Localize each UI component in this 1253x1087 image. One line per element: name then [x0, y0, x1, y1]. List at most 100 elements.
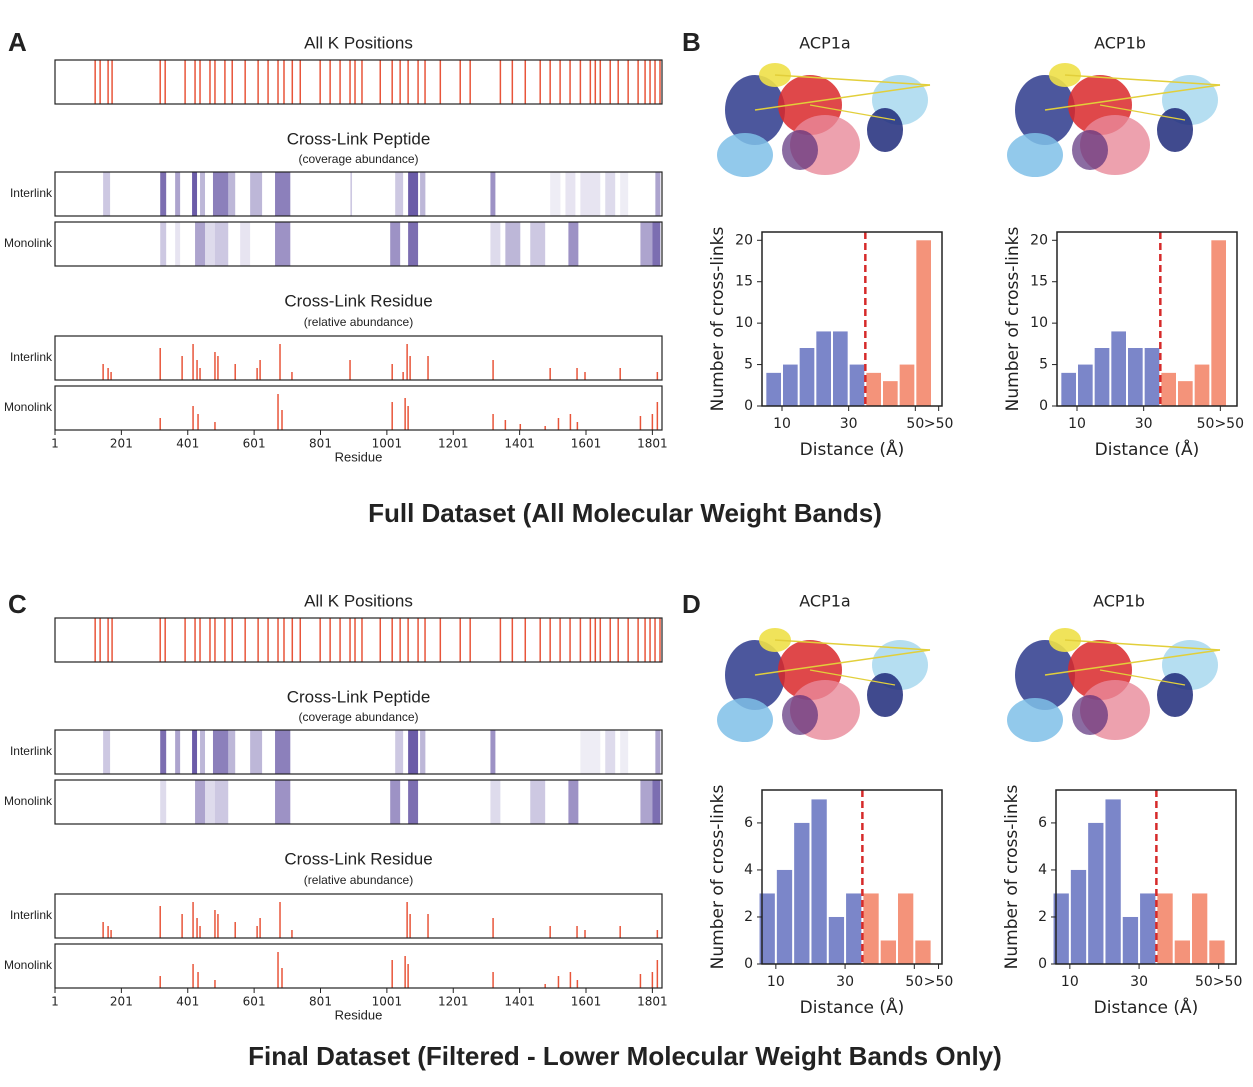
x-tick-label: 30 — [1135, 416, 1153, 432]
histogram-bar — [833, 331, 848, 406]
histogram-bar — [1123, 917, 1138, 964]
peptide-coverage — [550, 172, 560, 216]
peptide-coverage — [160, 172, 166, 216]
x-tick-label: 1601 — [571, 995, 602, 1009]
peptide-coverage — [568, 222, 578, 266]
y-tick-label: 0 — [744, 398, 753, 414]
y-tick-label: 4 — [744, 862, 753, 878]
peptide-coverage — [350, 172, 352, 216]
figure: A B Full Dataset (All Molecular Weight B… — [0, 0, 1253, 1083]
peptide-coverage — [200, 730, 205, 774]
y-axis-label: Number of cross-links — [1003, 227, 1023, 412]
track-frame — [55, 60, 662, 104]
peptide-coverage — [490, 730, 495, 774]
histogram-bar — [1111, 331, 1126, 406]
track-label: Interlink — [10, 186, 53, 200]
track-label: Monolink — [4, 236, 53, 250]
y-tick-label: 5 — [1039, 357, 1048, 373]
y-tick-label: 10 — [1030, 315, 1048, 331]
x-axis-label: Distance (Å) — [1094, 996, 1199, 1018]
peptide-coverage — [395, 172, 403, 216]
histogram-bar — [1095, 348, 1110, 406]
peptide-coverage — [250, 730, 262, 774]
peptide-coverage — [655, 172, 660, 216]
x-tick-label: 1001 — [372, 437, 403, 451]
histogram-bar — [1175, 940, 1190, 964]
peptide-coverage — [490, 172, 495, 216]
x-tick-label: 10 — [1061, 974, 1079, 990]
peptide-coverage — [160, 780, 166, 824]
peptide-coverage — [505, 222, 520, 266]
x-tick-label: 401 — [176, 437, 199, 451]
y-tick-label: 0 — [1039, 398, 1048, 414]
histogram-bar — [811, 799, 826, 964]
histogram-bar — [1061, 373, 1076, 406]
peptide-coverage — [395, 730, 403, 774]
peptide-coverage — [408, 730, 418, 774]
track-frame — [55, 618, 662, 662]
x-axis-label: Residue — [335, 449, 383, 464]
x-tick-label: 401 — [176, 995, 199, 1009]
track-frame — [55, 336, 662, 380]
y-tick-label: 0 — [744, 956, 753, 972]
y-tick-label: 2 — [744, 909, 753, 925]
peptide-coverage — [408, 222, 418, 266]
x-tick-label: 201 — [110, 995, 133, 1009]
x-tick-label: 1001 — [372, 995, 403, 1009]
x-tick-label: 1401 — [504, 995, 535, 1009]
x-axis-label: Distance (Å) — [800, 438, 905, 460]
peptide-coverage — [490, 780, 500, 824]
histogram-bar — [1145, 348, 1160, 406]
section-title: Final Dataset (Filtered - Lower Molecula… — [248, 1041, 1002, 1071]
track-subtitle: (relative abundance) — [304, 873, 413, 887]
track-label: Interlink — [10, 908, 53, 922]
peptide-coverage — [568, 780, 578, 824]
track-title: Cross-Link Residue — [284, 291, 432, 310]
x-tick-label: 601 — [243, 437, 266, 451]
peptide-coverage — [175, 172, 180, 216]
structure-image — [1007, 63, 1220, 177]
x-tick-label: 10 — [773, 416, 791, 432]
chart-title: ACP1b — [1094, 34, 1146, 53]
y-axis-label: Number of cross-links — [1002, 785, 1022, 970]
histogram-bar — [1128, 348, 1143, 406]
y-tick-label: 15 — [735, 274, 753, 290]
histogram-bar — [777, 870, 792, 964]
histogram-bar — [1071, 870, 1086, 964]
track-subtitle: (coverage abundance) — [298, 710, 418, 724]
x-tick-label: >50 — [924, 416, 954, 432]
x-tick-label: >50 — [924, 974, 954, 990]
track-title: Cross-Link Residue — [284, 849, 432, 868]
peptide-coverage — [195, 222, 205, 266]
peptide-coverage — [195, 780, 205, 824]
peptide-coverage — [580, 172, 600, 216]
peptide-coverage — [103, 172, 110, 216]
y-tick-label: 6 — [744, 815, 753, 831]
x-tick-label: 1401 — [504, 437, 535, 451]
peptide-coverage — [275, 222, 290, 266]
peptide-coverage — [420, 172, 425, 216]
histogram-bar — [1192, 893, 1207, 964]
histogram-bar — [1209, 940, 1224, 964]
peptide-coverage — [205, 780, 215, 824]
peptide-coverage — [228, 172, 235, 216]
peptide-coverage — [192, 730, 197, 774]
x-tick-label: 1601 — [571, 437, 602, 451]
peptide-coverage — [160, 222, 166, 266]
peptide-coverage — [390, 222, 400, 266]
structure-image — [717, 628, 930, 742]
peptide-coverage — [655, 730, 660, 774]
track-label: Interlink — [10, 350, 53, 364]
track-title: Cross-Link Peptide — [287, 129, 431, 148]
x-tick-label: 1 — [51, 995, 59, 1009]
histogram-bar — [898, 893, 913, 964]
histogram-bar — [783, 365, 798, 406]
histogram-bar — [1140, 893, 1155, 964]
x-tick-label: 10 — [1068, 416, 1086, 432]
structure-image — [717, 63, 930, 177]
track-label: Monolink — [4, 794, 53, 808]
peptide-coverage — [408, 780, 418, 824]
x-tick-label: 801 — [309, 995, 332, 1009]
panel-letter: C — [8, 589, 27, 619]
x-axis-label: Residue — [335, 1007, 383, 1022]
